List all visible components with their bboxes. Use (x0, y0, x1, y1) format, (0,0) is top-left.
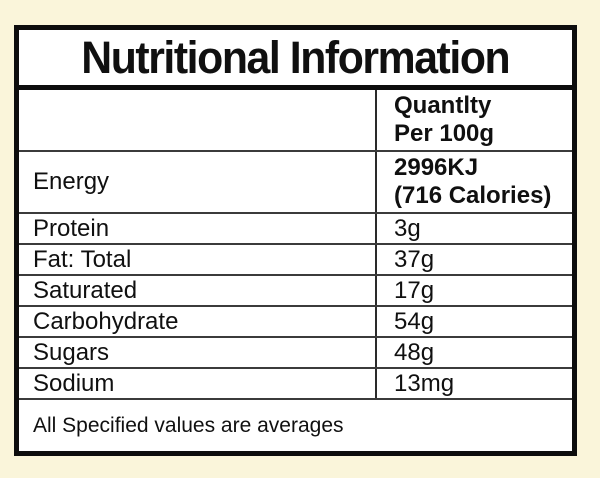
nutrient-value: 54g (375, 307, 572, 336)
table-row-saturated: Saturated 17g (19, 276, 572, 307)
column-header-line2: Per 100g (394, 120, 495, 147)
nutrient-name: Fat: Total (33, 245, 132, 273)
nutrient-name: Carbohydrate (33, 307, 179, 335)
table-row-energy: Energy 2996KJ (716 Calories) (19, 152, 572, 214)
nutrient-name: Sodium (33, 369, 115, 397)
footer-note: All Specified values are averages (33, 413, 344, 437)
table-row-carbohydrate: Carbohydrate 54g (19, 307, 572, 338)
column-header-line1: Quantlty (394, 92, 492, 119)
energy-value-kj: 2996KJ (394, 154, 479, 181)
nutrient-value-cell: 2996KJ (716 Calories) (375, 152, 572, 212)
nutrient-value: 17g (375, 276, 572, 305)
nutrition-label-panel: Nutritional Information Quantlty Per 100… (14, 25, 577, 456)
label-title-row: Nutritional Information (19, 30, 572, 90)
nutrient-name: Sugars (33, 338, 110, 366)
table-row-protein: Protein 3g (19, 214, 572, 245)
energy-value-calories: (716 Calories) (394, 182, 552, 209)
nutrient-name: Saturated (33, 276, 138, 304)
footer-row: All Specified values are averages (19, 400, 572, 451)
nutrient-name: Energy (33, 168, 110, 195)
column-header-empty-cell (19, 90, 375, 150)
table-row-sugars: Sugars 48g (19, 338, 572, 369)
table-row-sodium: Sodium 13mg (19, 369, 572, 400)
nutrient-value: 48g (375, 338, 572, 367)
column-header-text: Quantlty Per 100g (394, 92, 494, 148)
nutrient-value: 3g (375, 214, 572, 243)
nutrient-value: 13mg (375, 369, 572, 398)
nutrient-value: 37g (375, 245, 572, 274)
column-header-row: Quantlty Per 100g (19, 90, 572, 152)
column-header-cell: Quantlty Per 100g (375, 90, 572, 150)
label-title: Nutritional Information (81, 31, 511, 83)
nutrient-name: Protein (33, 214, 110, 242)
nutrient-value: 2996KJ (716 Calories) (394, 154, 551, 210)
table-row-fat-total: Fat: Total 37g (19, 245, 572, 276)
